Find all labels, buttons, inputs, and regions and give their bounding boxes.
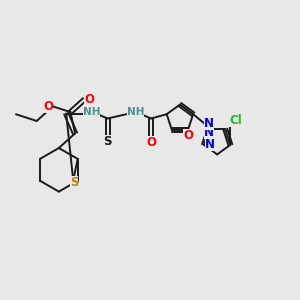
- Text: S: S: [70, 176, 78, 189]
- Text: N: N: [204, 126, 214, 139]
- Text: NH: NH: [83, 106, 100, 116]
- Text: O: O: [146, 136, 156, 149]
- Text: N: N: [204, 117, 214, 130]
- Text: O: O: [183, 129, 193, 142]
- Text: S: S: [103, 136, 112, 148]
- Text: O: O: [43, 100, 53, 113]
- Text: N: N: [205, 138, 215, 151]
- Text: O: O: [84, 93, 94, 106]
- Text: Cl: Cl: [229, 114, 242, 127]
- Text: NH: NH: [127, 106, 144, 116]
